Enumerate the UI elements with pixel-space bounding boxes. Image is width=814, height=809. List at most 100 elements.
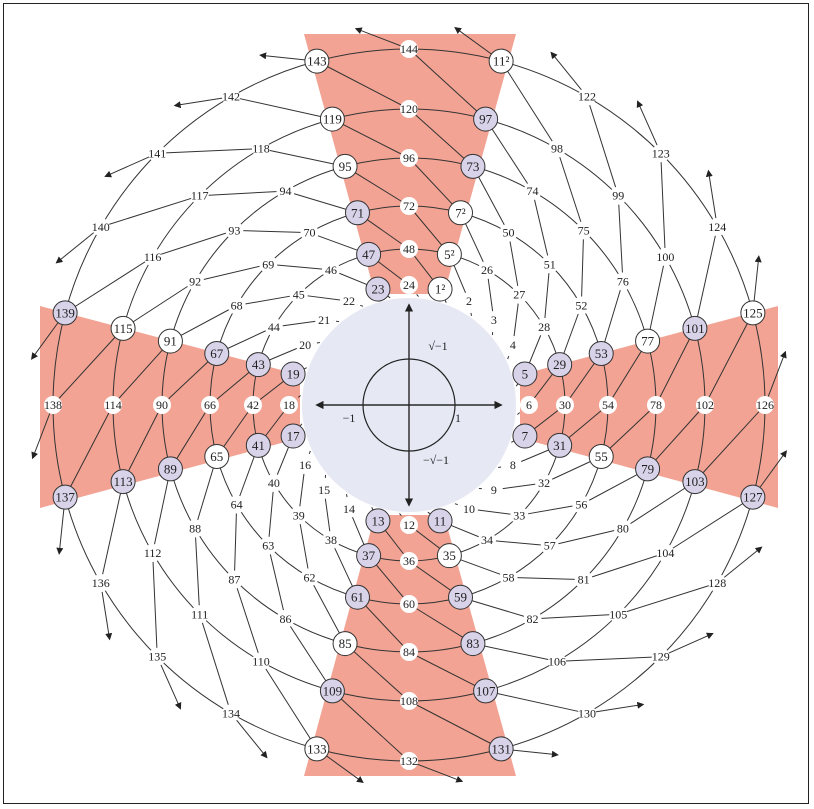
node-background bbox=[708, 218, 727, 236]
spoke-segment bbox=[122, 404, 163, 482]
spoke-segment bbox=[581, 468, 648, 505]
prime-node bbox=[512, 423, 538, 449]
node-background bbox=[190, 186, 209, 205]
spoke-segment bbox=[64, 256, 153, 314]
prime-node bbox=[547, 432, 573, 458]
square-node bbox=[304, 48, 330, 74]
outer-arrow bbox=[550, 51, 588, 98]
ring-arc bbox=[156, 656, 232, 714]
spoke-segment bbox=[485, 118, 533, 192]
number-label: 93 bbox=[228, 223, 240, 237]
number-label: 65 bbox=[210, 449, 223, 464]
node-background bbox=[578, 87, 596, 106]
prime-node bbox=[245, 352, 271, 378]
node-background bbox=[503, 336, 522, 354]
number-label: 87 bbox=[228, 573, 240, 587]
ring-arc bbox=[233, 190, 286, 231]
center-labels: √−1 −√−1 −1 1 bbox=[343, 339, 461, 467]
outer-arrow bbox=[104, 152, 158, 178]
node-background bbox=[259, 255, 278, 274]
number-label: 29 bbox=[553, 357, 566, 372]
spoke-segment bbox=[234, 229, 310, 234]
number-label: 101 bbox=[685, 321, 705, 336]
spoke-segment bbox=[199, 614, 232, 714]
node-background bbox=[696, 396, 714, 414]
spoke-segment bbox=[549, 528, 624, 547]
node-background bbox=[708, 574, 727, 592]
spoke-segment bbox=[694, 404, 766, 482]
node-background bbox=[578, 704, 596, 723]
spoke-segment bbox=[618, 582, 718, 615]
number-label: 115 bbox=[114, 321, 133, 336]
node-background bbox=[315, 311, 334, 330]
prime-node bbox=[635, 456, 661, 482]
number-label: 20 bbox=[299, 338, 311, 352]
number-label: 34 bbox=[481, 533, 493, 547]
spoke-segment bbox=[233, 504, 238, 580]
node-background bbox=[289, 506, 308, 525]
number-label: 129 bbox=[652, 650, 670, 664]
node-background bbox=[227, 495, 246, 514]
spoke-segment bbox=[408, 108, 474, 167]
number-label: 103 bbox=[685, 474, 705, 489]
spoke-segment bbox=[357, 596, 410, 653]
number-label: 128 bbox=[708, 576, 726, 590]
spoke-segment bbox=[152, 552, 158, 657]
number-label: 11 bbox=[434, 513, 447, 528]
number-label: 7² bbox=[455, 205, 466, 220]
spoke-segment bbox=[580, 230, 585, 306]
number-label: 35 bbox=[443, 548, 456, 563]
node-background bbox=[143, 248, 162, 266]
prime-node bbox=[588, 340, 614, 366]
prime-node bbox=[280, 361, 306, 387]
node-background bbox=[535, 474, 554, 492]
spoke-segment bbox=[332, 118, 410, 159]
number-label: 86 bbox=[280, 612, 292, 626]
number-label: 19 bbox=[287, 366, 300, 381]
number-label: 126 bbox=[756, 398, 774, 412]
number-label: 80 bbox=[617, 522, 629, 536]
number-label: 132 bbox=[400, 754, 418, 768]
number-label: 45 bbox=[293, 288, 305, 302]
square-node bbox=[110, 315, 136, 341]
number-label: 43 bbox=[252, 357, 265, 372]
number-label: 75 bbox=[578, 223, 590, 237]
outer-arrow bbox=[716, 546, 763, 584]
spoke-segment bbox=[508, 232, 520, 295]
prime-node bbox=[157, 456, 183, 482]
number-label: 66 bbox=[204, 398, 216, 412]
spoke-segment bbox=[199, 190, 286, 197]
node-background bbox=[296, 456, 315, 474]
spoke-segment bbox=[194, 456, 218, 529]
spoke-segment bbox=[285, 190, 358, 214]
node-background bbox=[44, 396, 62, 414]
spoke-segment bbox=[408, 48, 486, 120]
number-label: 3 bbox=[491, 313, 497, 327]
number-label: 88 bbox=[189, 522, 201, 536]
number-label: 56 bbox=[575, 498, 587, 512]
spoke-segment bbox=[267, 482, 275, 546]
spoke-segment bbox=[298, 515, 310, 578]
number-label: 59 bbox=[454, 590, 467, 605]
number-label: 117 bbox=[191, 189, 209, 203]
square-node bbox=[427, 276, 453, 302]
number-label: 8 bbox=[510, 458, 516, 472]
number-label: 84 bbox=[403, 645, 415, 659]
ring-arc bbox=[586, 656, 662, 714]
spoke-segment bbox=[460, 596, 533, 620]
spoke-segment bbox=[485, 690, 588, 714]
prime-node bbox=[512, 361, 538, 387]
ring-arc bbox=[152, 552, 201, 615]
spoke-segment bbox=[161, 353, 218, 406]
node-background bbox=[478, 531, 496, 550]
number-label: 28 bbox=[538, 320, 550, 334]
node-background bbox=[225, 221, 244, 240]
number-label: 141 bbox=[148, 146, 166, 160]
spoke-segment bbox=[122, 281, 196, 329]
ring-arc bbox=[64, 497, 102, 584]
node-background bbox=[340, 499, 358, 518]
node-background bbox=[510, 285, 529, 304]
spoke-segment bbox=[704, 312, 754, 406]
number-label: 50 bbox=[503, 226, 515, 240]
number-label: 78 bbox=[650, 398, 662, 412]
